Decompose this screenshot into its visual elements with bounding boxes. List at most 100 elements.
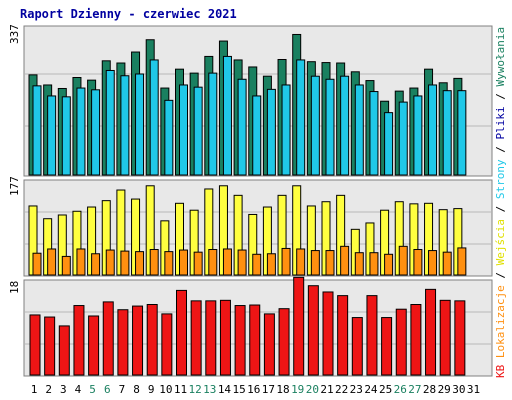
x-tick-label: 27: [408, 383, 421, 396]
bottom-panel-max-label: 18: [8, 281, 21, 294]
pages-bar: [442, 90, 452, 176]
x-tick-label: 16: [247, 383, 260, 396]
x-tick-label: 7: [119, 383, 126, 396]
pages-bar: [61, 96, 71, 176]
hits-bar: [384, 253, 394, 276]
kb-bar: [410, 304, 422, 376]
hits-bar: [442, 251, 452, 276]
kb-bar: [395, 308, 407, 376]
hits-bar: [457, 247, 467, 276]
x-tick-label: 22: [335, 383, 348, 396]
hits-bar: [237, 249, 247, 276]
x-tick-label: 28: [423, 383, 436, 396]
hits-bar: [398, 245, 408, 276]
x-tick-label: 24: [364, 383, 378, 396]
kb-bar: [366, 295, 378, 376]
pages-bar: [252, 95, 262, 176]
x-tick-label: 15: [232, 383, 245, 396]
pages-bar: [398, 101, 408, 176]
legend-item: /: [494, 199, 507, 219]
x-tick-label: 13: [203, 383, 216, 396]
pages-bar: [149, 59, 159, 176]
x-tick-label: 11: [174, 383, 187, 396]
x-tick-label: 4: [75, 383, 82, 396]
x-tick-label: 17: [262, 383, 275, 396]
legend-item: Wywołania: [494, 27, 507, 87]
x-tick-label: 21: [320, 383, 333, 396]
x-tick-label: 1: [31, 383, 38, 396]
legend-item: /: [494, 140, 507, 160]
legend-item: Wejścia: [494, 219, 507, 265]
hits-bar: [310, 250, 320, 276]
pages-bar: [369, 91, 379, 176]
pages-bar: [457, 90, 467, 176]
x-tick-label: 26: [394, 383, 407, 396]
hits-bar: [354, 252, 364, 276]
x-tick-label: 29: [438, 383, 451, 396]
x-tick-label: 18: [276, 383, 289, 396]
kb-bar: [88, 315, 100, 376]
hits-bar: [32, 252, 42, 276]
kb-bar: [219, 299, 231, 376]
hits-bar: [47, 248, 57, 276]
x-axis-labels: 1 2 3 4 5 6 7 8 9 10 11 12 13 14 15 16 17 18 19 20 21 22 23 24 2…: [31, 383, 480, 396]
kb-bar: [439, 299, 451, 376]
pages-bar: [310, 75, 320, 176]
x-tick-label: 8: [133, 383, 140, 396]
legend-item: Lokalizacje: [494, 285, 507, 358]
hits-bar: [164, 251, 174, 276]
hits-bar: [428, 250, 438, 276]
pages-bar: [105, 69, 115, 176]
kb-bar: [205, 300, 217, 376]
pages-bar: [91, 89, 101, 176]
x-tick-label: 25: [379, 383, 392, 396]
legend-item: Strony: [494, 159, 507, 199]
hits-bar: [208, 249, 218, 276]
right-legend-text: KB Lokalizacje / Wejścia / Strony / Plik…: [494, 27, 507, 378]
x-tick-label: 5: [89, 383, 96, 396]
kb-bar: [190, 300, 202, 376]
pages-bar: [47, 95, 57, 176]
x-tick-label: 10: [159, 383, 172, 396]
pages-bar: [76, 87, 86, 176]
pages-bar: [281, 84, 291, 176]
legend-item: /: [494, 87, 507, 107]
kb-bar: [263, 313, 275, 376]
hits-bar: [252, 253, 262, 276]
legend-item: Pliki: [494, 106, 507, 139]
legend-item: KB: [494, 364, 507, 378]
kb-bar: [176, 289, 187, 376]
pages-bar: [237, 78, 247, 176]
pages-bar: [413, 95, 423, 176]
kb-bar: [58, 325, 70, 376]
legend-item: /: [494, 265, 507, 285]
x-tick-label: 12: [189, 383, 202, 396]
hits-bar: [281, 247, 291, 276]
x-tick-label: 6: [104, 383, 111, 396]
kb-bar: [249, 304, 261, 376]
kb-bar: [161, 313, 173, 376]
kb-bar: [278, 308, 290, 376]
kb-bar: [117, 309, 129, 376]
kb-bar: [454, 300, 466, 376]
x-tick-label: 30: [452, 383, 465, 396]
hits-bar: [105, 249, 115, 276]
hits-bar: [61, 255, 71, 276]
hits-bar: [340, 245, 350, 276]
kb-bar: [146, 304, 158, 376]
pages-bar: [325, 78, 335, 176]
hits-bar: [179, 249, 188, 276]
kb-bar: [29, 314, 41, 376]
middle-panel-max-label: 177: [8, 176, 21, 196]
x-tick-label: 20: [306, 383, 319, 396]
hits-bar: [413, 249, 423, 276]
kb-bar: [234, 305, 246, 376]
kb-bar: [307, 285, 319, 376]
kb-bar: [337, 295, 349, 376]
hits-bar: [193, 251, 203, 276]
x-tick-label: 23: [350, 383, 363, 396]
kb-bar: [73, 305, 85, 376]
pages-bar: [296, 59, 306, 176]
pages-bar: [32, 85, 42, 176]
